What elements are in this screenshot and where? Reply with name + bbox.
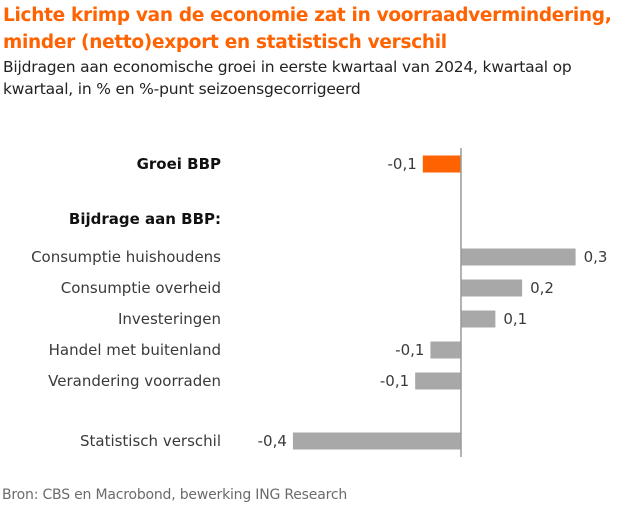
category-label: Groei BBP [137, 155, 221, 173]
category-label: Handel met buitenland [49, 341, 221, 359]
bar-consumptie-huishoudens [461, 248, 576, 266]
category-label: Investeringen [118, 310, 221, 328]
chart-title: Lichte krimp van de economie zat in voor… [3, 5, 612, 53]
data-label: -0,4 [258, 432, 287, 450]
data-label: -0,1 [388, 155, 417, 173]
data-label: -0,1 [395, 341, 424, 359]
data-label: 0,2 [530, 279, 554, 297]
category-label: Statistisch verschil [80, 432, 221, 450]
data-label: -0,1 [380, 372, 409, 390]
data-label: 0,3 [584, 248, 608, 266]
section-label: Bijdrage aan BBP: [69, 210, 221, 228]
data-label: 0,1 [503, 310, 527, 328]
bar-handel-met-buitenland [430, 341, 461, 359]
bar-consumptie-overheid [461, 279, 523, 297]
chart-subtitle: Bijdragen aan economische groei in eerst… [3, 58, 572, 98]
bar-statistisch-verschil [292, 432, 461, 450]
category-label: Verandering voorraden [48, 372, 221, 390]
bar-groei-bbp [422, 155, 461, 173]
source-note: Bron: CBS en Macrobond, bewerking ING Re… [2, 487, 347, 503]
category-label: Consumptie overheid [61, 279, 221, 297]
bar-chart: Groei BBP -0,1 Consumptie huishoudens 0,3 Co… [31, 148, 608, 457]
bar-verandering-voorraden [415, 372, 461, 390]
category-label: Consumptie huishoudens [31, 248, 221, 266]
bar-investeringen [461, 310, 496, 328]
